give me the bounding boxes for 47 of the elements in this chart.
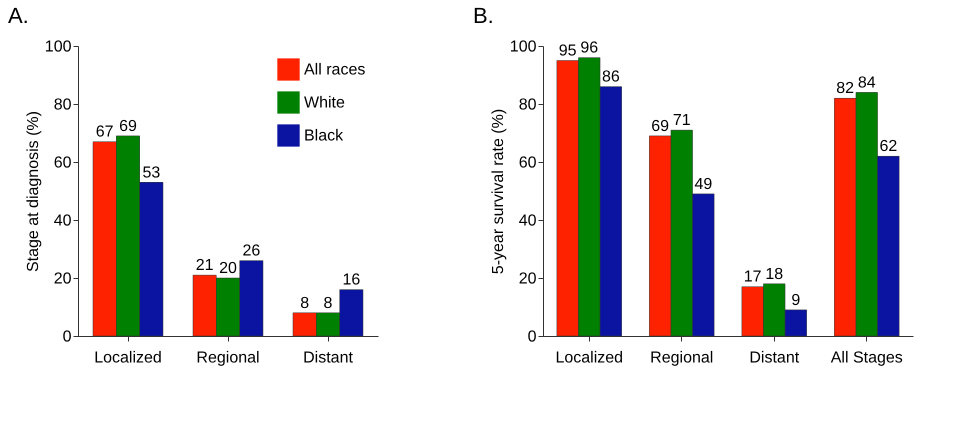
y-tick-label: 100 xyxy=(510,38,537,56)
y-tick-label: 80 xyxy=(518,96,537,114)
data-label: 96 xyxy=(580,40,598,57)
y-tick-label: 80 xyxy=(54,96,72,114)
y-tick-label: 40 xyxy=(54,212,72,230)
y-tick-label: 100 xyxy=(44,38,72,56)
data-label: 17 xyxy=(744,268,762,286)
y-axis-title: 5-year survival rate (%) xyxy=(490,108,507,274)
y-tick-label: 40 xyxy=(518,212,537,230)
legend-label: White xyxy=(304,94,345,112)
data-label: 18 xyxy=(765,266,784,283)
data-label: 82 xyxy=(836,80,854,98)
data-label: 21 xyxy=(196,257,214,274)
data-label: 26 xyxy=(242,242,260,260)
y-tick-label: 60 xyxy=(518,154,537,172)
y-tick-label: 0 xyxy=(62,328,72,346)
data-label: 9 xyxy=(791,292,800,309)
data-label: 84 xyxy=(858,74,876,92)
x-tick-label: Distant xyxy=(749,350,800,366)
chart-title: B. xyxy=(473,3,494,28)
x-tick-label: Regional xyxy=(650,350,714,366)
y-tick-label: 20 xyxy=(54,270,72,288)
data-label: 62 xyxy=(879,138,898,156)
y-tick-label: 60 xyxy=(54,154,72,172)
y-tick-label: 0 xyxy=(528,328,537,346)
data-label: 49 xyxy=(694,176,712,193)
data-label: 53 xyxy=(142,164,160,182)
x-tick-label: Localized xyxy=(94,350,162,366)
x-tick-label: Localized xyxy=(555,350,624,366)
data-label: 86 xyxy=(602,68,620,86)
legend-label: All races xyxy=(304,62,366,78)
x-tick-label: Regional xyxy=(196,350,260,366)
data-label: 69 xyxy=(651,118,670,135)
data-label: 95 xyxy=(558,42,577,60)
y-tick-label: 20 xyxy=(518,270,537,288)
data-label: 67 xyxy=(96,124,114,141)
data-label: 71 xyxy=(672,112,691,130)
data-label: 8 xyxy=(300,294,310,312)
x-tick-label: All Stages xyxy=(830,350,903,366)
data-label: 8 xyxy=(324,294,333,312)
chart-title: A. xyxy=(8,3,29,28)
data-label: 16 xyxy=(342,272,360,289)
x-tick-label: Distant xyxy=(303,350,354,366)
y-axis-title: Stage at diagnosis (%) xyxy=(24,111,42,272)
data-label: 20 xyxy=(219,260,237,277)
legend-label: Black xyxy=(304,128,344,144)
data-label: 69 xyxy=(119,118,137,135)
